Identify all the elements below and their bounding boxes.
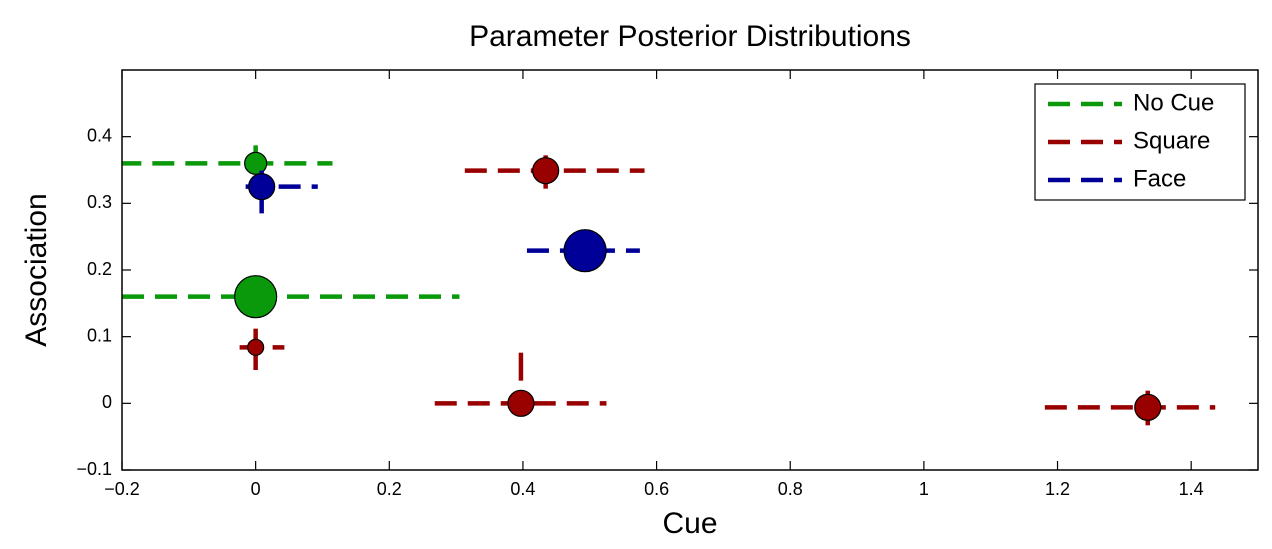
x-tick-label: 1 — [919, 479, 929, 499]
y-axis-label: Association — [20, 193, 53, 346]
legend-label: No Cue — [1133, 89, 1214, 116]
point — [244, 151, 268, 175]
legend-label: Face — [1133, 165, 1186, 192]
x-tick-label: 0.4 — [510, 479, 535, 499]
point — [507, 389, 535, 417]
x-axis-label: Cue — [662, 507, 717, 540]
point — [1134, 393, 1162, 421]
point — [563, 229, 607, 273]
point — [532, 157, 560, 185]
plot-area — [122, 145, 1216, 426]
x-tick-label: −0.2 — [104, 479, 140, 499]
x-tick-label: 1.2 — [1045, 479, 1070, 499]
y-tick-label: 0.1 — [87, 325, 112, 345]
point — [247, 338, 265, 356]
x-tick-label: 0 — [251, 479, 261, 499]
x-tick-label: 0.6 — [644, 479, 669, 499]
y-tick-label: −0.1 — [76, 459, 112, 479]
x-tick-label: 1.4 — [1179, 479, 1204, 499]
x-tick-label: 0.8 — [778, 479, 803, 499]
y-tick-label: 0 — [102, 392, 112, 412]
point — [234, 275, 278, 319]
legend-label: Square — [1133, 127, 1210, 154]
point — [248, 173, 276, 201]
y-tick-label: 0.3 — [87, 192, 112, 212]
y-tick-label: 0.4 — [87, 125, 112, 145]
chart-title: Parameter Posterior Distributions — [469, 20, 911, 53]
x-tick-label: 0.2 — [377, 479, 402, 499]
y-tick-label: 0.2 — [87, 259, 112, 279]
